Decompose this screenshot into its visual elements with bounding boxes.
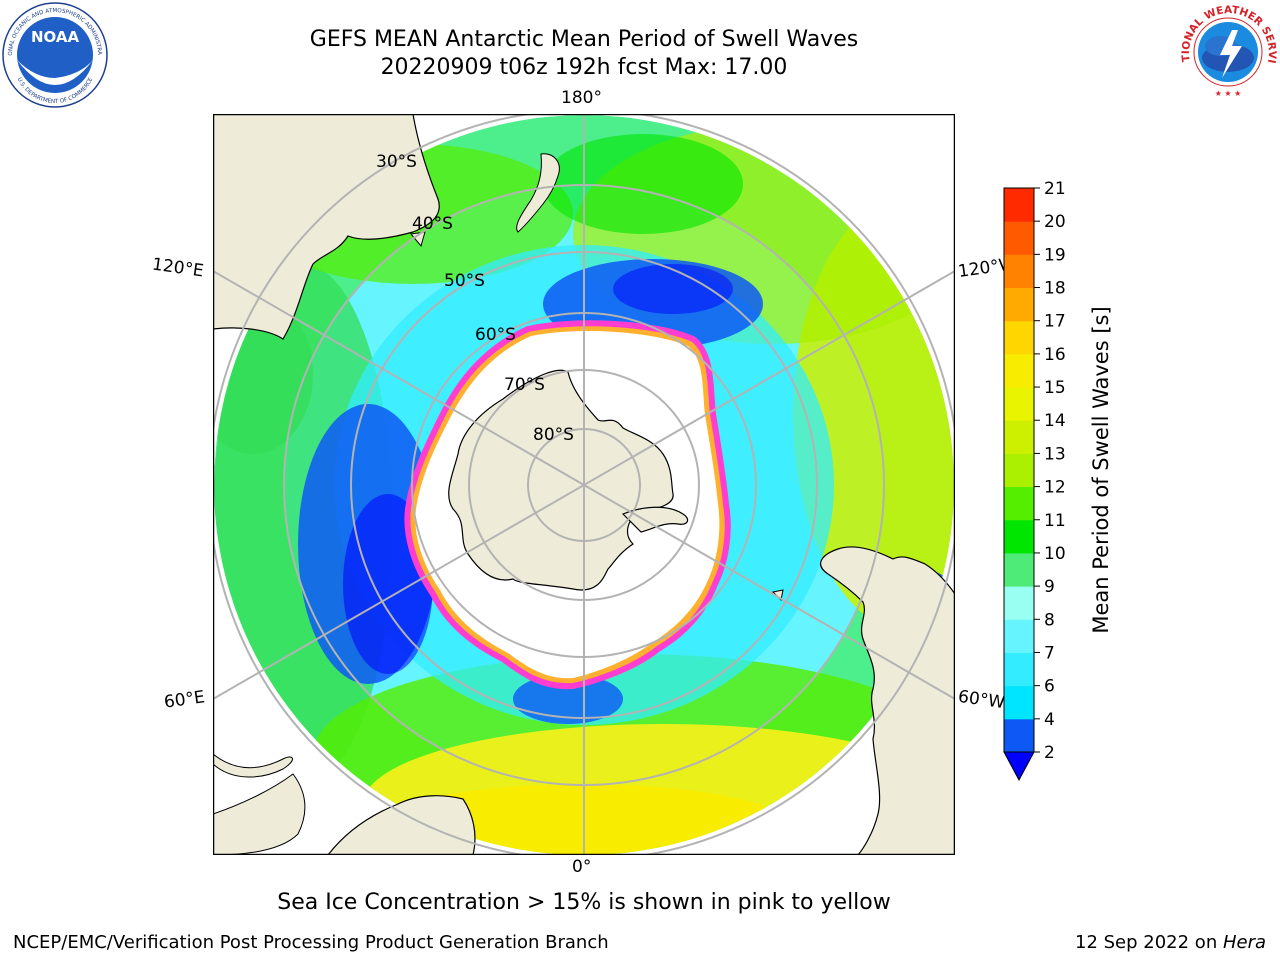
colorbar-segment (1004, 685, 1034, 720)
polar-map (213, 114, 955, 855)
colorbar-tick-label: 4 (1044, 710, 1055, 730)
colorbar-segment (1004, 221, 1034, 255)
colorbar-tick-label: 13 (1044, 444, 1066, 464)
colorbar-tick-label: 7 (1044, 643, 1055, 663)
lat-label-60s: 60°S (475, 325, 516, 345)
colorbar-segment (1004, 320, 1034, 355)
colorbar: 2 4 6 7 8 9 10 11 12 13 14 15 16 17 18 19 20 21 Mean Peri… (1003, 180, 1113, 782)
colorbar-tick-label: 16 (1044, 345, 1066, 365)
lat-label-50s: 50°S (444, 271, 485, 291)
footer-host: Hera (1222, 932, 1266, 953)
madagascar-land (213, 753, 293, 778)
sea-ice-note: Sea Ice Concentration > 15% is shown in … (277, 890, 891, 915)
nws-logo: NATIONAL WEATHER SERVICE ★ ★ ★ (1176, 0, 1278, 102)
colorbar-tick-label: 12 (1044, 478, 1066, 498)
colorbar-segment (1004, 519, 1034, 554)
colorbar-segment (1004, 287, 1034, 322)
tasmania-land (410, 231, 426, 248)
noaa-logo-text: NOAA (31, 28, 80, 46)
colorbar-under-arrow (1003, 751, 1035, 782)
lon-label-180: 180° (561, 88, 602, 108)
colorbar-segment (1004, 718, 1034, 753)
colorbar-segment (1004, 619, 1034, 653)
lon-label-120e: 120°E (150, 254, 205, 282)
colorbar-tick-label: 15 (1044, 378, 1066, 398)
new-zealand-land (516, 153, 560, 233)
colorbar-tick-label: 11 (1044, 511, 1066, 531)
colorbar-outline (1003, 187, 1035, 753)
colorbar-segment (1004, 453, 1034, 488)
colorbar-tick-label: 2 (1044, 743, 1055, 763)
colorbar-segment (1004, 420, 1034, 454)
australia-land (213, 114, 440, 340)
lon-label-0: 0° (572, 857, 592, 877)
colorbar-label: Mean Period of Swell Waves [s] (1089, 306, 1113, 633)
colorbar-ticks: 2 4 6 7 8 9 10 11 12 13 14 15 16 17 18 19 20 21 (1034, 180, 1066, 763)
colorbar-tick-label: 9 (1044, 577, 1055, 597)
graticule (213, 114, 955, 855)
colorbar-segment (1004, 552, 1034, 587)
colorbar-segments (1004, 188, 1034, 753)
footer-credit: NCEP/EMC/Verification Post Processing Pr… (13, 932, 609, 953)
colorbar-segment (1004, 387, 1034, 421)
colorbar-tick-label: 6 (1044, 677, 1055, 697)
map-title: GEFS MEAN Antarctic Mean Period of Swell… (309, 27, 859, 52)
colorbar-tick-label: 14 (1044, 411, 1066, 431)
colorbar-segment (1004, 652, 1034, 687)
lat-label-30s: 30°S (376, 152, 417, 172)
lat-label-40s: 40°S (412, 214, 453, 234)
colorbar-segment (1004, 254, 1034, 289)
noaa-logo: NOAA NATIONAL OCEANIC AND ATMOSPHERIC AD… (0, 0, 108, 108)
map-frame-border (213, 114, 955, 855)
colorbar-tick-label: 20 (1044, 212, 1066, 232)
colorbar-tick-label: 21 (1044, 180, 1066, 199)
colorbar-tick-label: 18 (1044, 279, 1066, 299)
footer-date-text: 12 Sep 2022 on (1075, 932, 1223, 953)
colorbar-tick-label: 8 (1044, 610, 1055, 630)
lat-label-70s: 70°S (504, 375, 545, 395)
footer-date: 12 Sep 2022 on Hera (1075, 932, 1266, 953)
lon-label-60e: 60°E (162, 687, 207, 713)
africa-southwest-land (213, 773, 306, 855)
nws-stars: ★ ★ ★ (1215, 89, 1242, 98)
colorbar-segment (1004, 353, 1034, 388)
antarctica-land (448, 369, 674, 591)
colorbar-tick-label: 17 (1044, 312, 1066, 332)
lat-label-80s: 80°S (533, 425, 574, 445)
africa-land (327, 795, 476, 855)
south-america-land (820, 546, 955, 855)
colorbar-segment (1004, 188, 1034, 222)
colorbar-tick-label: 19 (1044, 245, 1066, 265)
colorbar-segment (1004, 586, 1034, 620)
colorbar-tick-label: 10 (1044, 544, 1066, 564)
colorbar-segment (1004, 486, 1034, 521)
map-subtitle-forecast: 20220909 t06z 192h fcst Max: 17.00 (380, 55, 788, 80)
